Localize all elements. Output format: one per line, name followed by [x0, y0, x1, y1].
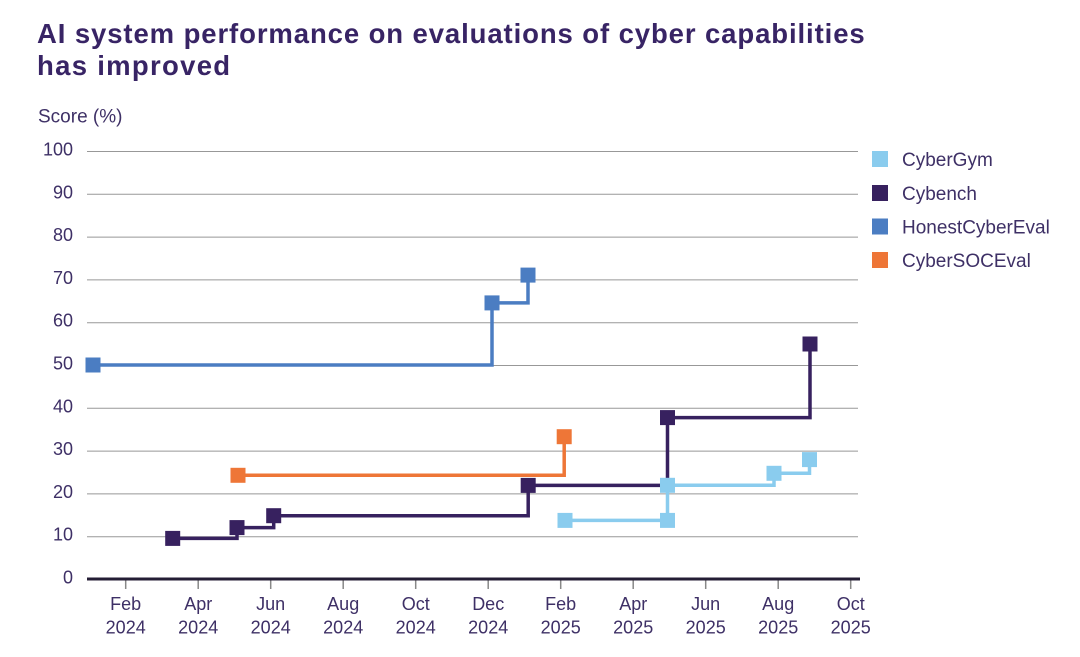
svg-text:2024: 2024: [468, 618, 508, 638]
svg-text:Dec: Dec: [472, 594, 504, 614]
svg-text:Apr: Apr: [619, 594, 647, 614]
svg-text:Feb: Feb: [545, 594, 576, 614]
svg-text:CyberGym: CyberGym: [902, 150, 993, 171]
svg-text:2025: 2025: [613, 618, 653, 638]
svg-text:90: 90: [53, 182, 73, 202]
svg-text:Oct: Oct: [402, 594, 430, 614]
svg-text:AI system performance on evalu: AI system performance on evaluations of …: [37, 18, 866, 49]
svg-text:2025: 2025: [686, 618, 726, 638]
svg-text:Apr: Apr: [184, 594, 212, 614]
svg-text:80: 80: [53, 225, 73, 245]
svg-text:10: 10: [53, 525, 73, 545]
svg-text:Jun: Jun: [256, 594, 285, 614]
svg-text:2024: 2024: [251, 618, 291, 638]
svg-text:2025: 2025: [831, 618, 871, 638]
svg-text:2025: 2025: [541, 618, 581, 638]
svg-text:has improved: has improved: [37, 50, 231, 81]
svg-text:Aug: Aug: [762, 594, 794, 614]
svg-text:30: 30: [53, 439, 73, 459]
svg-text:2024: 2024: [323, 618, 363, 638]
svg-text:2024: 2024: [396, 618, 436, 638]
svg-text:2024: 2024: [178, 618, 218, 638]
svg-text:Oct: Oct: [837, 594, 865, 614]
svg-text:2025: 2025: [758, 618, 798, 638]
svg-text:Cybench: Cybench: [902, 184, 977, 205]
svg-text:CyberSOCEval: CyberSOCEval: [902, 251, 1031, 272]
svg-text:60: 60: [53, 311, 73, 331]
svg-text:Aug: Aug: [327, 594, 359, 614]
svg-text:0: 0: [63, 568, 73, 588]
svg-text:40: 40: [53, 396, 73, 416]
svg-text:20: 20: [53, 482, 73, 502]
svg-text:Feb: Feb: [110, 594, 141, 614]
svg-text:100: 100: [43, 140, 73, 160]
svg-text:50: 50: [53, 354, 73, 374]
svg-text:70: 70: [53, 268, 73, 288]
svg-text:2024: 2024: [106, 618, 146, 638]
svg-text:HonestCyberEval: HonestCyberEval: [902, 218, 1050, 239]
svg-text:Score (%): Score (%): [38, 107, 122, 128]
svg-text:Jun: Jun: [691, 594, 720, 614]
